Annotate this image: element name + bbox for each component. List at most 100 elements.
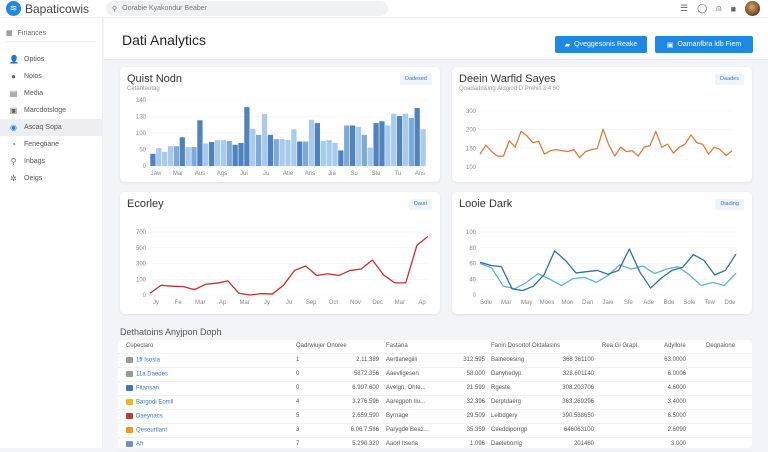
cell: Derptdaerg: [491, 399, 521, 405]
sidebar-item-label: Media: [24, 90, 43, 97]
x-tick-label: Su: [350, 171, 357, 177]
row-name[interactable]: Qeseurtlant: [126, 427, 167, 434]
series-line: [480, 129, 732, 157]
x-tick-label: Sole: [683, 300, 696, 306]
cell: 3: [296, 427, 299, 433]
table-row[interactable]: 11a Daedes 0 5872.356 Aaevligesen 58.000…: [118, 368, 752, 382]
cell: 6.997.600: [352, 385, 379, 391]
sidebar: ▦Finances 👤 Optios ●Noios▤Media▣Marcdotslo…: [0, 18, 103, 448]
y-tick-label: 140: [136, 98, 147, 104]
cell: 2.11.389: [356, 357, 379, 363]
x-tick-label: Mar: [501, 300, 511, 306]
table-row[interactable]: Fitansan 0 6.997.600 Avelgn, Ohte... 21.…: [118, 382, 752, 396]
table-row[interactable]: Afr 7 5.290.320 Aaorl Itsena 1.096 Daele…: [118, 438, 752, 452]
x-tick-label: Ans: [305, 171, 315, 177]
x-tick-label: Ags: [217, 171, 227, 177]
column-header[interactable]: Rea Gi Grapl: [602, 343, 637, 349]
chat-icon[interactable]: ■: [731, 4, 736, 14]
row-name[interactable]: Bargodi Eomll: [126, 399, 173, 406]
x-tick-label: Atie: [283, 171, 294, 177]
x-tick-label: Mar: [195, 300, 205, 306]
row-name-text: Fitansan: [136, 386, 159, 392]
page-header: Dati Analytics ▰Qveggesonis Reake ▣Oaman…: [104, 18, 768, 60]
column-header[interactable]: Deqnaione: [706, 343, 735, 349]
row-name-text: Qeseurtlant: [136, 428, 167, 434]
y-tick-label: 0: [473, 293, 477, 299]
search-placeholder: Oorabie Kyakondur Beaber: [122, 5, 207, 12]
x-tick-label: Jaw: [151, 171, 162, 177]
cell: 32.396: [467, 399, 485, 405]
cell: 63.0000: [664, 357, 686, 363]
column-header[interactable]: Fanin Dosortof Oktalasins: [491, 343, 560, 349]
sidebar-header[interactable]: ▦Finances: [6, 25, 96, 42]
user-icon[interactable]: ⍝: [716, 3, 721, 14]
sidebar-item[interactable]: ●Noios: [0, 68, 102, 85]
row-name[interactable]: 1ff Isosia: [126, 357, 160, 364]
cell: Avelgn, Ohte...: [386, 385, 426, 391]
table-row[interactable]: 1ff Isosia 1 2.11.389 Aertlanegiili 312.…: [118, 354, 752, 368]
cell: 646063100: [564, 427, 594, 433]
x-tick-label: Oct: [329, 300, 339, 306]
column-header[interactable]: Qadrwiujer Onoree: [296, 343, 347, 349]
avatar[interactable]: [745, 1, 760, 16]
table-row[interactable]: Daeynacs 5 2.659.590 Byrnage 29.509 Lelb…: [118, 410, 752, 424]
x-tick-label: May: [521, 300, 532, 306]
cell: 0: [296, 371, 299, 377]
bar: [303, 141, 308, 166]
row-name[interactable]: Afr: [126, 441, 144, 448]
x-tick-label: Jul: [240, 171, 248, 177]
bar: [368, 148, 373, 166]
sidebar-item-label: Inbags: [24, 158, 45, 165]
bar: [285, 140, 290, 166]
sidebar-item[interactable]: ◉Ascaq Sopa: [0, 119, 102, 136]
y-tick-label: 200: [466, 128, 477, 134]
cell: 0: [296, 385, 299, 391]
table-row[interactable]: Qeseurtlant 3 6.06.7.586 Parygde Beaz...…: [118, 424, 752, 438]
sidebar-icon: ●: [9, 72, 18, 81]
row-name[interactable]: Daeynacs: [126, 413, 163, 420]
table-title: Dethatoins Anyjpon Doph: [120, 327, 222, 337]
table-row[interactable]: Bargodi Eomll 4 3.276.596 Aaregpoh Ilu..…: [118, 396, 752, 410]
logo[interactable]: ≋ Bapaticowis: [6, 1, 89, 16]
sidebar-item[interactable]: ⚲Inbags: [0, 153, 102, 170]
video-icon: ▰: [565, 41, 570, 49]
primary-button-1[interactable]: ▰Qveggesonis Reake: [555, 36, 647, 53]
column-header[interactable]: Cupeclaro: [126, 343, 153, 349]
primary-button-2[interactable]: ▣Oamanfbra ldb Fiem: [655, 36, 753, 53]
row-name-text: Daeynacs: [136, 414, 163, 420]
bar: [274, 139, 279, 166]
sidebar-item-label: Ascaq Sopa: [24, 124, 62, 131]
bell-icon[interactable]: ◯: [697, 3, 707, 14]
row-name[interactable]: Fitansan: [126, 385, 159, 392]
x-tick-label: Jy: [264, 300, 270, 306]
bar: [174, 146, 179, 166]
row-name-text: 11a Daedes: [136, 372, 168, 378]
cell: 312.595: [463, 357, 485, 363]
sidebar-item-label: Optios: [24, 56, 44, 63]
bar: [227, 141, 232, 166]
x-tick-label: Mon: [561, 300, 573, 306]
sidebar-item[interactable]: ▤Media: [0, 85, 102, 102]
x-tick-label: Jy: [153, 300, 159, 306]
column-header[interactable]: Adyllore: [664, 343, 686, 349]
row-name[interactable]: 11a Daedes: [126, 371, 168, 378]
list-icon[interactable]: ☰: [680, 3, 688, 14]
cell: Byrnage: [386, 413, 408, 419]
sidebar-item[interactable]: ✲Oeigs: [0, 170, 102, 187]
x-tick-label: Sep: [306, 300, 317, 306]
search-input[interactable]: ⚲ Oorabie Kyakondur Beaber: [106, 1, 388, 16]
bar: [162, 152, 167, 166]
cell: 3.276.596: [352, 399, 379, 405]
bar: [221, 140, 226, 166]
sidebar-item[interactable]: 👤 Optios: [0, 51, 102, 68]
sidebar-icon: 👤: [9, 55, 18, 64]
bar: [186, 147, 191, 166]
y-tick-label: 0: [143, 164, 147, 170]
column-header[interactable]: Fastana: [386, 343, 408, 349]
sidebar-item[interactable]: ◔Fenegtiane: [0, 136, 102, 153]
cell: 368 361100: [563, 357, 594, 363]
sidebar-item[interactable]: ▣Marcdotsloge: [0, 102, 102, 119]
x-tick-label: Fe: [175, 300, 183, 306]
